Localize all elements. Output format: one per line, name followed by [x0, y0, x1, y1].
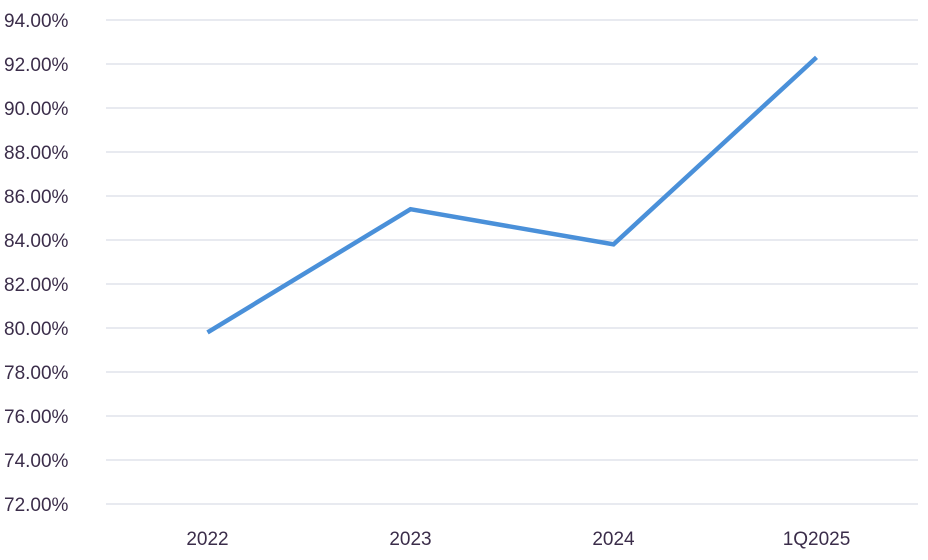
- y-tick-label: 84.00%: [4, 231, 69, 252]
- y-tick-label: 82.00%: [4, 275, 69, 296]
- x-tick-label: 2024: [592, 529, 635, 550]
- y-tick-label: 78.00%: [4, 363, 69, 384]
- y-tick-label: 90.00%: [4, 99, 69, 120]
- x-tick-label: 1Q2025: [783, 529, 851, 550]
- y-tick-label: 92.00%: [4, 55, 69, 76]
- series-line: [206, 55, 819, 335]
- y-tick-label: 72.00%: [4, 495, 69, 516]
- y-tick-label: 88.00%: [4, 143, 69, 164]
- y-tick-label: 86.00%: [4, 187, 69, 208]
- x-tick-label: 2022: [186, 529, 228, 550]
- x-tick-label: 2023: [389, 529, 431, 550]
- y-tick-label: 80.00%: [4, 319, 69, 340]
- y-tick-label: 74.00%: [4, 451, 69, 472]
- y-tick-label: 76.00%: [4, 407, 69, 428]
- y-tick-label: 94.00%: [4, 11, 69, 32]
